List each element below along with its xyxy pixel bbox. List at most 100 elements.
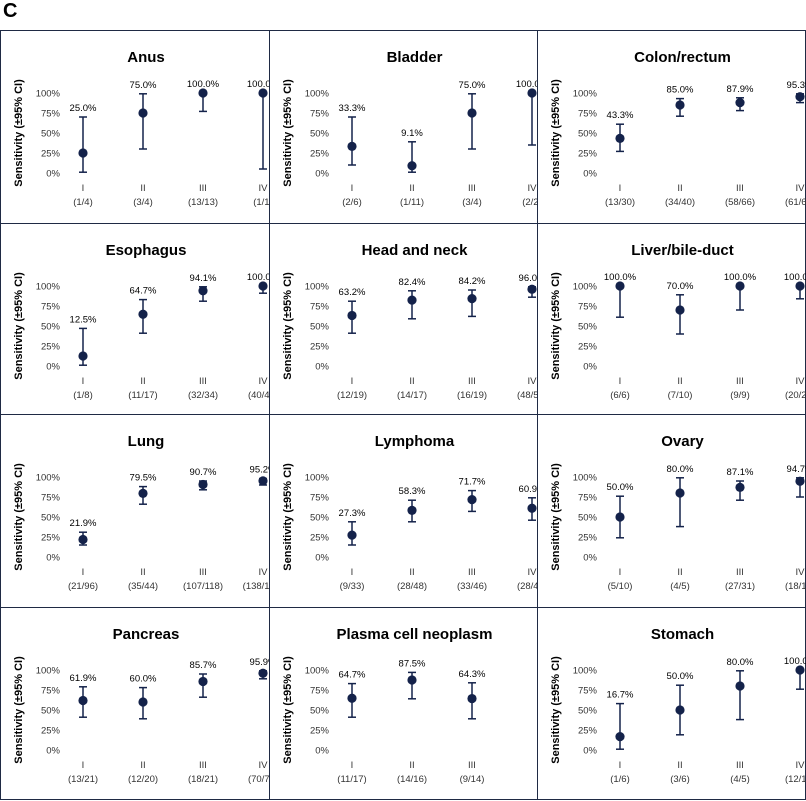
- x-category-label: IV: [528, 183, 538, 194]
- panel-letter: C: [3, 0, 18, 22]
- data-point: [258, 668, 268, 678]
- y-tick-label: 0%: [315, 169, 329, 180]
- y-tick-label: 0%: [46, 553, 60, 564]
- data-label: 80.0%: [727, 657, 754, 668]
- data-point: [347, 310, 357, 321]
- x-category-label: II: [409, 760, 414, 771]
- data-point: [467, 294, 477, 304]
- y-tick-label: 75%: [310, 493, 330, 504]
- y-tick-label: 25%: [578, 342, 598, 353]
- x-count-label: (138/145): [243, 581, 271, 592]
- data-point: [407, 161, 417, 171]
- y-tick-label: 25%: [310, 342, 330, 353]
- chart-title: Stomach: [651, 626, 714, 643]
- y-tick-label: 75%: [578, 686, 598, 697]
- data-label: 100.0%: [247, 79, 271, 90]
- data-label: 9.1%: [401, 128, 423, 139]
- chart-grid: Anus Sensitivity (±95% CI) 0% 25% 50% 75% 100%…: [0, 30, 806, 800]
- x-category-label: IV: [796, 376, 806, 387]
- x-category-label: IV: [528, 376, 538, 387]
- data-point: [198, 479, 208, 490]
- x-category-label: II: [409, 567, 414, 578]
- y-tick-label: 100%: [573, 666, 598, 677]
- x-count-label: (18/19): [785, 581, 806, 592]
- data-label: 63.2%: [339, 287, 366, 298]
- data-point: [138, 309, 148, 319]
- chart-panel-stomach: Stomach Sensitivity (±95% CI) 0% 25% 50% 75% 1…: [537, 607, 806, 800]
- x-count-label: (14/17): [397, 390, 427, 401]
- x-category-label: III: [736, 567, 744, 578]
- y-tick-label: 25%: [578, 726, 598, 737]
- x-category-label: I: [619, 567, 622, 578]
- x-category-label: I: [351, 760, 354, 771]
- data-point: [78, 351, 88, 361]
- y-tick-label: 100%: [305, 666, 330, 677]
- data-point: [138, 108, 148, 118]
- data-label: 75.0%: [459, 80, 486, 91]
- x-category-label: IV: [259, 567, 269, 578]
- x-count-label: (12/12): [785, 774, 806, 785]
- y-tick-label: 50%: [578, 706, 598, 717]
- data-point: [198, 676, 208, 687]
- data-label: 90.7%: [190, 467, 217, 478]
- y-tick-label: 50%: [310, 513, 330, 524]
- x-category-label: III: [736, 376, 744, 387]
- data-label: 100.0%: [724, 272, 757, 283]
- y-tick-label: 50%: [41, 513, 61, 524]
- x-count-label: (4/5): [730, 774, 750, 785]
- data-point: [527, 503, 537, 513]
- data-label: 100.0%: [516, 79, 539, 90]
- x-count-label: (13/21): [68, 774, 98, 785]
- y-tick-label: 50%: [41, 706, 61, 717]
- data-point: [795, 281, 805, 291]
- chart-svg-head-and-neck: Head and neck Sensitivity (±95% CI) 0% 25% 5…: [282, 242, 539, 401]
- y-tick-label: 0%: [583, 553, 597, 564]
- x-category-label: II: [677, 376, 682, 387]
- data-point: [78, 534, 88, 545]
- x-category-label: III: [468, 760, 476, 771]
- y-tick-label: 75%: [41, 493, 61, 504]
- chart-svg-lung: Lung Sensitivity (±95% CI) 0% 25% 50% 75% 100%…: [13, 433, 271, 592]
- chart-panel-plasma-cell-neoplasm: Plasma cell neoplasm Sensitivity (±95% CI…: [269, 607, 538, 800]
- y-tick-label: 25%: [41, 342, 61, 353]
- data-point: [258, 88, 268, 98]
- x-category-label: II: [140, 183, 145, 194]
- y-tick-label: 0%: [315, 746, 329, 757]
- data-label: 75.0%: [130, 80, 157, 91]
- x-category-label: IV: [259, 376, 269, 387]
- y-tick-label: 100%: [305, 282, 330, 293]
- chart-title: Ovary: [661, 433, 704, 450]
- chart-title: Head and neck: [362, 242, 469, 259]
- data-label: 100.0%: [187, 79, 220, 90]
- y-tick-label: 0%: [583, 362, 597, 373]
- data-label: 50.0%: [607, 482, 634, 493]
- data-label: 84.2%: [459, 276, 486, 287]
- data-label: 94.1%: [190, 273, 217, 284]
- x-category-label: I: [619, 760, 622, 771]
- x-category-label: II: [677, 183, 682, 194]
- y-tick-label: 50%: [578, 513, 598, 524]
- data-label: 100.0%: [784, 272, 806, 283]
- x-count-label: (1/4): [73, 197, 93, 208]
- data-point: [138, 488, 148, 498]
- y-tick-label: 100%: [36, 89, 61, 100]
- chart-panel-esophagus: Esophagus Sensitivity (±95% CI) 0% 25% 50% 75…: [0, 223, 271, 415]
- y-tick-label: 100%: [573, 282, 598, 293]
- x-count-label: (1/11): [400, 197, 424, 208]
- x-category-label: I: [351, 567, 354, 578]
- x-count-label: (3/4): [133, 197, 153, 208]
- data-label: 58.3%: [399, 486, 426, 497]
- data-label: 50.0%: [667, 671, 694, 682]
- y-tick-label: 75%: [310, 109, 330, 120]
- y-tick-label: 25%: [41, 726, 61, 737]
- y-axis-label: Sensitivity (±95% CI): [13, 463, 25, 571]
- data-point: [407, 295, 417, 305]
- x-category-label: I: [82, 376, 85, 387]
- data-point: [347, 141, 357, 151]
- y-tick-label: 75%: [41, 109, 61, 120]
- data-label: 64.7%: [130, 286, 157, 297]
- data-label: 33.3%: [339, 103, 366, 114]
- y-axis-label: Sensitivity (±95% CI): [282, 656, 294, 764]
- chart-svg-esophagus: Esophagus Sensitivity (±95% CI) 0% 25% 50% 75…: [13, 242, 271, 401]
- chart-svg-pancreas: Pancreas Sensitivity (±95% CI) 0% 25% 50% 75%…: [13, 626, 271, 785]
